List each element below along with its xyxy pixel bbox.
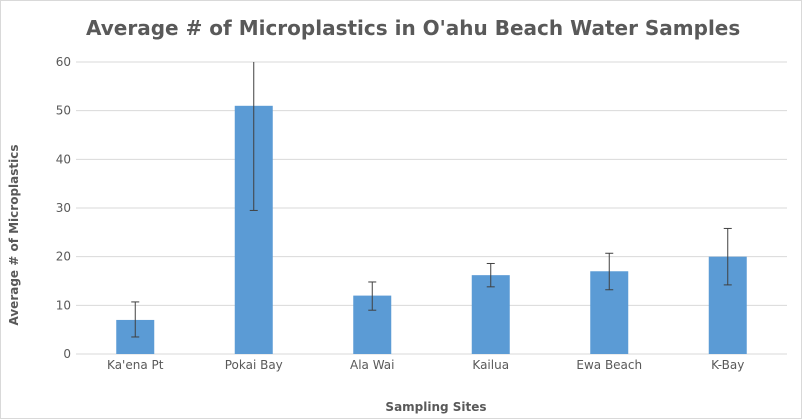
x-tick-labels: Ka'ena Pt Pokai Bay Ala Wai Kailua Ewa Beach… xyxy=(107,358,744,372)
error-bar-4 xyxy=(605,252,614,291)
x-tick-label: Ka'ena Pt xyxy=(107,358,164,372)
x-axis-label: Sampling Sites xyxy=(385,400,487,414)
x-tick-label: Pokai Bay xyxy=(225,358,283,372)
x-tick-label: Ala Wai xyxy=(350,358,395,372)
error-bar-3 xyxy=(486,262,495,288)
y-tick-label: 40 xyxy=(56,152,71,166)
y-tick-labels: 0 10 20 30 40 50 60 xyxy=(56,55,71,361)
error-bar-2 xyxy=(368,281,377,311)
bar-3 xyxy=(471,275,510,354)
x-tick-label: K-Bay xyxy=(711,358,744,372)
bars xyxy=(116,105,747,354)
x-tick-label: Kailua xyxy=(472,358,509,372)
x-tick-label: Ewa Beach xyxy=(576,358,642,372)
y-tick-label: 60 xyxy=(56,55,71,69)
y-tick-label: 30 xyxy=(56,201,71,215)
error-bars xyxy=(131,62,732,338)
y-tick-label: 20 xyxy=(56,250,71,264)
error-bar-0 xyxy=(131,301,140,338)
y-tick-label: 10 xyxy=(56,298,71,312)
y-tick-label: 50 xyxy=(56,104,71,118)
error-bar-1 xyxy=(249,62,258,211)
y-tick-label: 0 xyxy=(63,347,71,361)
chart-title: Average # of Microplastics in O'ahu Beac… xyxy=(86,16,741,40)
gridlines xyxy=(76,61,787,355)
error-bar-5 xyxy=(723,227,732,286)
